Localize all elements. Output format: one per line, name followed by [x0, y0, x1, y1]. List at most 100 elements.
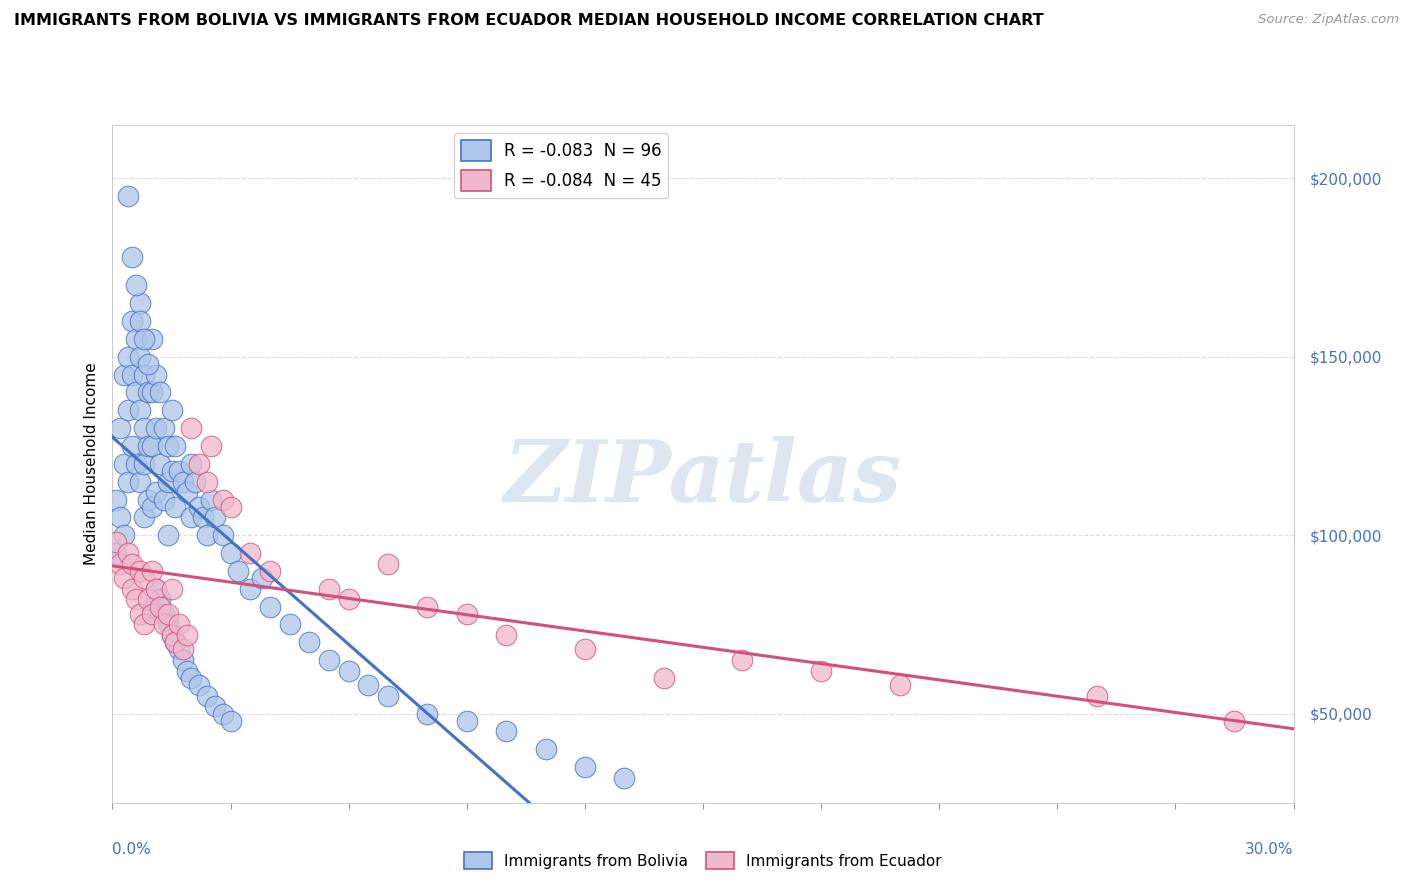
- Point: [176, 485, 198, 500]
- Point: [129, 607, 152, 621]
- Point: [337, 664, 360, 678]
- Text: Source: ZipAtlas.com: Source: ZipAtlas.com: [1258, 13, 1399, 27]
- Point: [228, 564, 250, 578]
- Point: [149, 457, 172, 471]
- Point: [141, 564, 163, 578]
- Point: [149, 592, 172, 607]
- Point: [176, 664, 198, 678]
- Point: [132, 368, 155, 382]
- Point: [141, 500, 163, 514]
- Point: [121, 439, 143, 453]
- Point: [180, 510, 202, 524]
- Point: [129, 314, 152, 328]
- Point: [156, 475, 179, 489]
- Point: [1223, 714, 1246, 728]
- Point: [152, 617, 174, 632]
- Point: [204, 510, 226, 524]
- Point: [117, 350, 139, 364]
- Point: [534, 742, 557, 756]
- Legend: Immigrants from Bolivia, Immigrants from Ecuador: Immigrants from Bolivia, Immigrants from…: [458, 846, 948, 875]
- Point: [259, 599, 281, 614]
- Legend: R = -0.083  N = 96, R = -0.084  N = 45: R = -0.083 N = 96, R = -0.084 N = 45: [454, 133, 668, 198]
- Point: [200, 439, 222, 453]
- Point: [160, 464, 183, 478]
- Point: [239, 546, 262, 560]
- Text: IMMIGRANTS FROM BOLIVIA VS IMMIGRANTS FROM ECUADOR MEDIAN HOUSEHOLD INCOME CORRE: IMMIGRANTS FROM BOLIVIA VS IMMIGRANTS FR…: [14, 13, 1043, 29]
- Point: [204, 699, 226, 714]
- Point: [165, 635, 187, 649]
- Point: [149, 385, 172, 400]
- Point: [160, 403, 183, 417]
- Point: [278, 617, 301, 632]
- Point: [141, 385, 163, 400]
- Point: [105, 546, 128, 560]
- Point: [129, 475, 152, 489]
- Point: [145, 582, 167, 596]
- Point: [160, 582, 183, 596]
- Point: [112, 571, 135, 585]
- Point: [416, 706, 439, 721]
- Point: [219, 500, 242, 514]
- Point: [613, 771, 636, 785]
- Point: [219, 714, 242, 728]
- Point: [145, 485, 167, 500]
- Point: [110, 421, 132, 435]
- Point: [129, 403, 152, 417]
- Point: [129, 350, 152, 364]
- Point: [112, 457, 135, 471]
- Point: [318, 653, 340, 667]
- Point: [152, 492, 174, 507]
- Point: [495, 724, 517, 739]
- Point: [141, 599, 163, 614]
- Point: [176, 628, 198, 642]
- Point: [184, 475, 207, 489]
- Point: [129, 564, 152, 578]
- Point: [132, 421, 155, 435]
- Point: [211, 528, 233, 542]
- Point: [156, 528, 179, 542]
- Point: [112, 528, 135, 542]
- Point: [180, 457, 202, 471]
- Y-axis label: Median Household Income: Median Household Income: [83, 362, 98, 566]
- Point: [889, 678, 911, 692]
- Point: [298, 635, 321, 649]
- Point: [152, 421, 174, 435]
- Point: [145, 582, 167, 596]
- Text: 30.0%: 30.0%: [1246, 842, 1294, 856]
- Point: [495, 628, 517, 642]
- Point: [121, 557, 143, 571]
- Point: [136, 592, 159, 607]
- Point: [125, 332, 148, 346]
- Point: [105, 535, 128, 549]
- Point: [169, 464, 191, 478]
- Point: [188, 500, 211, 514]
- Point: [731, 653, 754, 667]
- Point: [810, 664, 832, 678]
- Point: [250, 571, 273, 585]
- Point: [121, 250, 143, 264]
- Point: [180, 671, 202, 685]
- Point: [377, 689, 399, 703]
- Point: [318, 582, 340, 596]
- Point: [239, 582, 262, 596]
- Point: [136, 439, 159, 453]
- Point: [172, 653, 194, 667]
- Text: ZIPatlas: ZIPatlas: [503, 435, 903, 519]
- Point: [195, 475, 218, 489]
- Point: [165, 439, 187, 453]
- Point: [357, 678, 380, 692]
- Point: [149, 599, 172, 614]
- Text: 0.0%: 0.0%: [112, 842, 152, 856]
- Point: [191, 510, 214, 524]
- Point: [125, 385, 148, 400]
- Point: [259, 564, 281, 578]
- Point: [141, 607, 163, 621]
- Point: [160, 628, 183, 642]
- Point: [121, 368, 143, 382]
- Point: [132, 510, 155, 524]
- Point: [160, 628, 183, 642]
- Point: [129, 296, 152, 310]
- Point: [121, 582, 143, 596]
- Point: [1085, 689, 1108, 703]
- Point: [145, 421, 167, 435]
